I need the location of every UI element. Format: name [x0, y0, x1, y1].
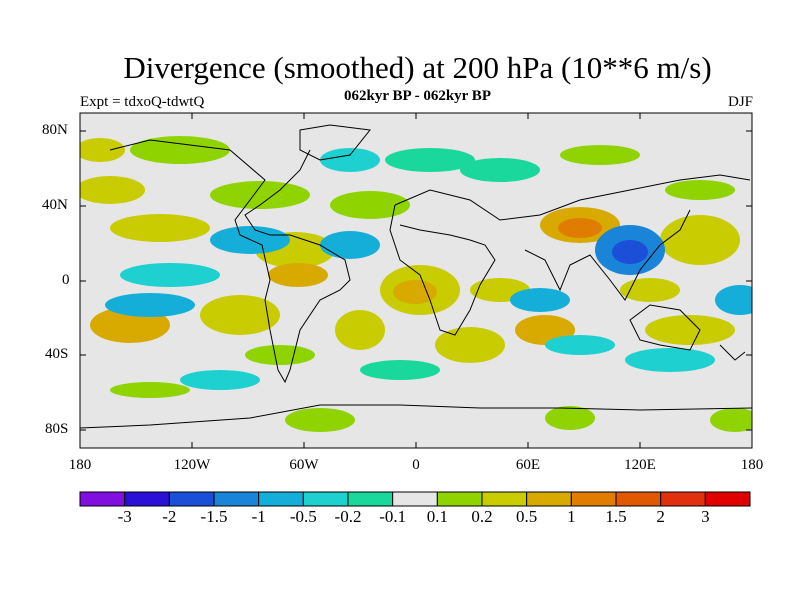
lat-tick-40s: 40S: [45, 346, 69, 362]
colorbar-label: 0.5: [516, 507, 538, 526]
colorbar-label: -0.2: [334, 507, 362, 526]
colorbar-label: -3: [117, 507, 132, 526]
colorbar-label: -0.1: [379, 507, 407, 526]
lon-tick-180w: 180: [68, 457, 92, 473]
colorbar-label: -2: [162, 507, 177, 526]
lat-tick-80s: 80S: [45, 421, 69, 437]
colorbar-swatch: [526, 491, 572, 507]
lon-tick-0: 0: [412, 457, 420, 473]
colorbar-swatch: [258, 491, 304, 507]
page-title: Divergence (smoothed) at 200 hPa (10**6 …: [123, 50, 712, 85]
colorbar-swatch: [436, 491, 483, 507]
colorbar-label: 2: [656, 507, 665, 526]
colorbar: [79, 491, 751, 507]
colorbar-swatch: [168, 491, 215, 507]
colorbar-swatch: [704, 491, 751, 507]
colorbar-label: 0.1: [426, 507, 448, 526]
colorbar-swatch: [481, 491, 528, 507]
colorbar-swatch: [124, 491, 170, 507]
colorbar-swatch: [347, 491, 394, 507]
colorbar-swatch: [615, 491, 662, 507]
lon-tick-180e: 180: [740, 457, 764, 473]
colorbar-swatch: [660, 491, 706, 507]
colorbar-swatch: [213, 491, 260, 507]
colorbar-label: 3: [701, 507, 710, 526]
colorbar-label: -1.5: [200, 507, 228, 526]
colorbar-label: 1.5: [605, 507, 627, 526]
lat-tick-80n: 80N: [42, 122, 68, 138]
colorbar-label: -1: [251, 507, 266, 526]
axis-tickmarks: [79, 113, 753, 448]
divergence-field: [80, 136, 752, 432]
colorbar-swatch: [79, 491, 126, 507]
lon-tick-60e: 60E: [515, 457, 541, 473]
colorbar-swatch: [302, 491, 349, 507]
coastlines: [80, 124, 752, 429]
lon-tick-60w: 60W: [289, 457, 319, 473]
lat-tick-0: 0: [62, 272, 70, 288]
season-label: DJF: [727, 94, 753, 110]
colorbar-label: -0.5: [289, 507, 317, 526]
colorbar-swatch: [392, 491, 438, 507]
colorbar-swatch: [570, 491, 617, 507]
subtitle: 062kyr BP - 062kyr BP: [344, 88, 491, 104]
experiment-label: Expt = tdxoQ-tdwtQ: [80, 94, 205, 110]
colorbar-label: 1: [567, 507, 576, 526]
lon-tick-120e: 120E: [624, 457, 656, 473]
lat-tick-40n: 40N: [42, 197, 68, 213]
lon-tick-120w: 120W: [173, 457, 211, 473]
colorbar-label: 0.2: [471, 507, 493, 526]
